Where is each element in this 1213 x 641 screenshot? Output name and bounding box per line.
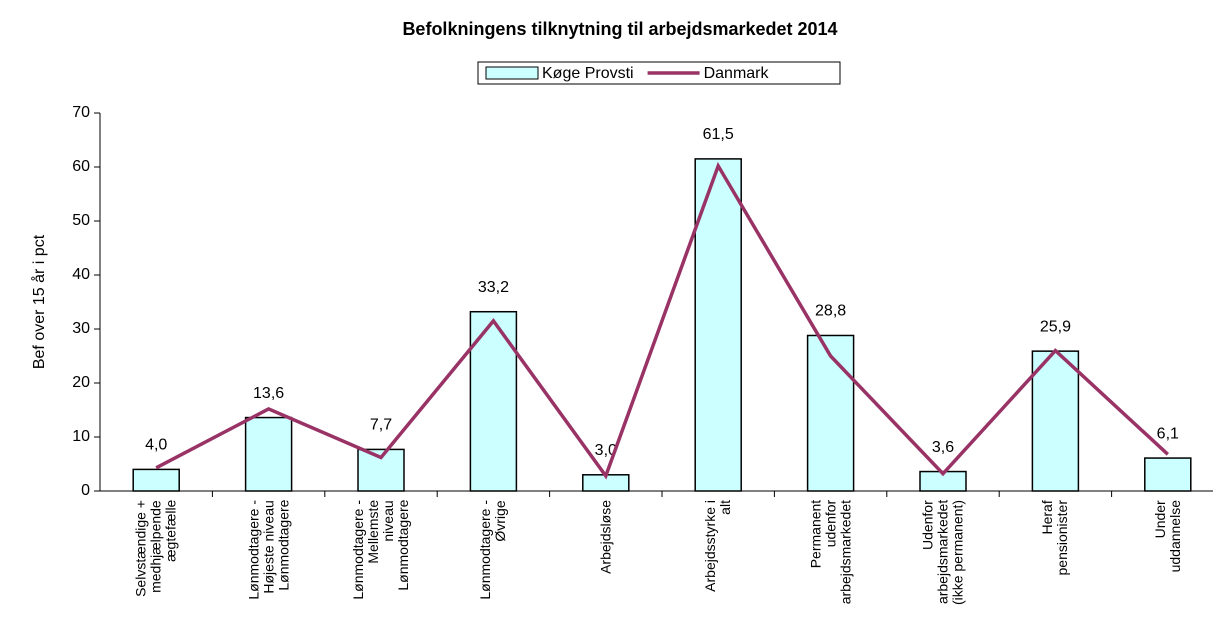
legend-label: Køge Provsti — [542, 65, 634, 82]
x-tick-label: Heraf pensionister — [1039, 500, 1071, 576]
x-tick-label: Arbejdsløse — [597, 500, 614, 574]
x-tick-label: Under uddannelse — [1151, 500, 1183, 573]
y-tick-label: 70 — [72, 104, 90, 121]
y-tick-label: 40 — [72, 266, 90, 283]
bar — [1031, 350, 1080, 492]
x-tick-label: Permanent udenfor arbejdsmarkedet — [807, 500, 854, 605]
legend-label: Danmark — [704, 65, 770, 82]
data-label: 25,9 — [1040, 318, 1071, 335]
data-label: 61,5 — [703, 126, 734, 143]
y-tick-label: 0 — [81, 482, 90, 499]
y-axis-label: Bef over 15 år i pct — [30, 234, 48, 369]
data-label: 3,0 — [595, 442, 617, 459]
x-tick-label: Udenfor arbejdsmarkedet (ikke permanent) — [919, 500, 966, 606]
bar — [132, 468, 180, 492]
legend-swatch — [485, 66, 539, 80]
bar — [1144, 457, 1192, 492]
y-tick-label: 50 — [72, 212, 90, 229]
line-series — [155, 161, 1169, 480]
x-tick-label: Selvstændige + medhjælpende ægtefælle — [132, 500, 179, 597]
y-tick-label: 10 — [72, 428, 90, 445]
y-tick-label: 60 — [72, 158, 90, 175]
bar — [694, 158, 742, 492]
data-label: 7,7 — [370, 417, 392, 434]
x-tick-label: Lønmodtagere - Højeste niveau Lønmodtage… — [245, 500, 292, 600]
x-tick-label: Lønmodtagere - Mellemste niveau Lønmodta… — [350, 500, 411, 600]
data-label: 3,6 — [932, 439, 954, 456]
bar — [244, 416, 293, 492]
x-tick-label: Arbejdsstyrke i alt — [702, 500, 734, 592]
x-tick-label: Lønmodtagere - Øvrige — [477, 500, 509, 600]
data-label: 13,6 — [253, 385, 284, 402]
data-label: 28,8 — [815, 303, 846, 320]
y-tick-label: 20 — [72, 374, 90, 391]
chart-title: Befolkningens tilknytning til arbejdsmar… — [402, 19, 837, 39]
data-label: 33,2 — [478, 279, 509, 296]
bar — [806, 334, 855, 492]
data-label: 6,1 — [1157, 425, 1179, 442]
data-label: 4,0 — [145, 437, 167, 454]
y-tick-label: 30 — [72, 320, 90, 337]
